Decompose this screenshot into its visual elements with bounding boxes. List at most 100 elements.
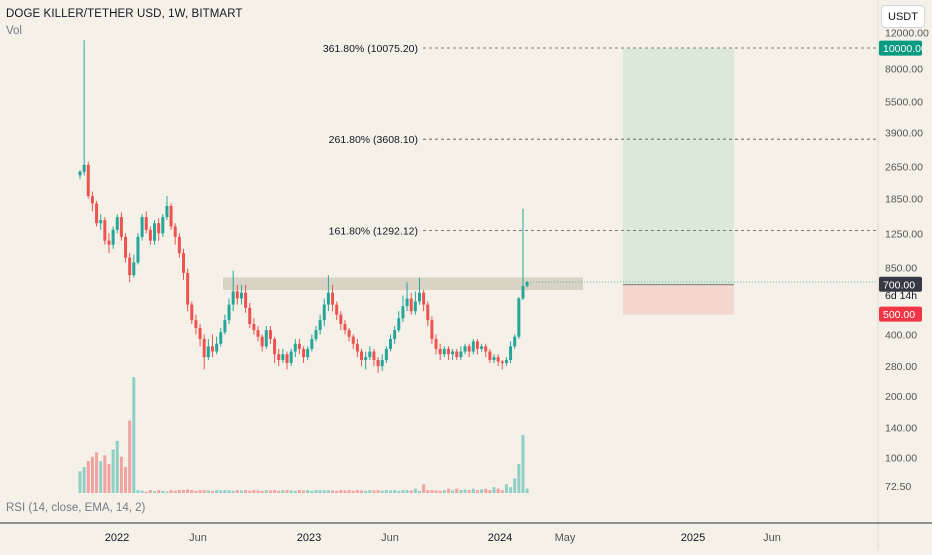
candle-body[interactable] <box>331 292 335 305</box>
candle-body[interactable] <box>422 292 426 305</box>
candle-body[interactable] <box>90 196 94 204</box>
candle-body[interactable] <box>281 354 285 361</box>
candle-body[interactable] <box>467 346 471 352</box>
candle-body[interactable] <box>438 348 442 355</box>
candle-body[interactable] <box>322 304 326 321</box>
candle-body[interactable] <box>95 203 99 224</box>
candle-body[interactable] <box>306 348 310 358</box>
candle-body[interactable] <box>132 262 136 276</box>
candle-body[interactable] <box>219 332 223 344</box>
candle-body[interactable] <box>426 304 430 321</box>
candle-body[interactable] <box>384 348 388 361</box>
candle-body[interactable] <box>210 346 214 352</box>
candle-body[interactable] <box>206 346 210 358</box>
candle-body[interactable] <box>194 320 198 329</box>
candle-body[interactable] <box>244 292 248 308</box>
candle-body[interactable] <box>231 291 235 305</box>
candle-body[interactable] <box>430 320 434 340</box>
candle-body[interactable] <box>115 217 119 230</box>
candle-body[interactable] <box>256 330 260 337</box>
candle-body[interactable] <box>277 354 281 361</box>
candle-body[interactable] <box>289 351 293 364</box>
candle-body[interactable] <box>119 217 123 237</box>
candle-body[interactable] <box>517 298 521 337</box>
candle-body[interactable] <box>335 304 339 315</box>
candle-body[interactable] <box>405 298 409 307</box>
candle-body[interactable] <box>413 301 417 312</box>
candle-body[interactable] <box>124 236 128 258</box>
candle-body[interactable] <box>148 229 152 241</box>
candle-body[interactable] <box>260 336 264 347</box>
candle-body[interactable] <box>182 253 185 273</box>
candle-body[interactable] <box>103 220 107 241</box>
candle-body[interactable] <box>198 328 202 340</box>
candle-body[interactable] <box>285 354 289 364</box>
symbol-title[interactable]: DOGE KILLER/TETHER USD, 1W, BITMART <box>6 8 243 20</box>
candle-body[interactable] <box>351 336 355 344</box>
candle-body[interactable] <box>409 298 413 312</box>
candle-body[interactable] <box>128 257 132 276</box>
candle-body[interactable] <box>372 351 376 361</box>
candle-body[interactable] <box>86 164 90 197</box>
candle-body[interactable] <box>492 357 496 361</box>
candle-body[interactable] <box>227 304 231 321</box>
candle-body[interactable] <box>223 320 227 333</box>
candle-body[interactable] <box>136 236 140 263</box>
candle-body[interactable] <box>525 282 529 287</box>
candle-body[interactable] <box>297 343 301 349</box>
candle-body[interactable] <box>177 236 181 254</box>
candle-body[interactable] <box>186 272 190 305</box>
profit-zone[interactable] <box>623 48 734 285</box>
entry-price-badge[interactable] <box>879 276 922 292</box>
candle-body[interactable] <box>504 360 508 364</box>
candle-body[interactable] <box>343 324 347 331</box>
candle-body[interactable] <box>521 286 525 299</box>
candle-body[interactable] <box>239 292 243 299</box>
candle-body[interactable] <box>153 223 157 241</box>
stop-price-badge[interactable] <box>879 306 922 322</box>
candle-body[interactable] <box>417 292 421 302</box>
rsi-indicator-label[interactable]: RSI (14, close, EMA, 14, 2) <box>6 502 146 514</box>
candle-body[interactable] <box>459 351 463 358</box>
target-price-badge[interactable] <box>879 40 922 56</box>
candle-body[interactable] <box>157 223 161 234</box>
candle-body[interactable] <box>488 351 492 361</box>
candle-body[interactable] <box>111 229 115 245</box>
candle-body[interactable] <box>248 307 252 325</box>
candle-body[interactable] <box>215 343 219 352</box>
candle-body[interactable] <box>202 339 206 358</box>
candle-body[interactable] <box>107 240 111 245</box>
candle-body[interactable] <box>376 360 380 367</box>
candle-body[interactable] <box>434 339 438 349</box>
currency-button[interactable]: USDT <box>881 5 925 28</box>
candle-body[interactable] <box>397 318 401 331</box>
candle-body[interactable] <box>368 351 372 358</box>
candle-body[interactable] <box>264 330 268 347</box>
candle-body[interactable] <box>380 360 384 367</box>
candle-body[interactable] <box>389 339 392 349</box>
candle-body[interactable] <box>500 361 504 364</box>
candle-body[interactable] <box>161 217 165 234</box>
candle-body[interactable] <box>78 171 82 176</box>
candle-body[interactable] <box>302 348 306 358</box>
candle-body[interactable] <box>496 357 500 362</box>
candle-body[interactable] <box>165 205 169 218</box>
candle-body[interactable] <box>273 339 277 355</box>
candle-body[interactable] <box>235 291 239 299</box>
resistance-zone[interactable] <box>223 277 583 290</box>
candle-body[interactable] <box>442 348 446 355</box>
candle-body[interactable] <box>310 339 314 349</box>
candle-body[interactable] <box>393 330 397 340</box>
candle-body[interactable] <box>401 306 405 319</box>
candle-body[interactable] <box>314 330 318 340</box>
candle-body[interactable] <box>364 357 368 361</box>
candle-body[interactable] <box>484 346 488 352</box>
candle-body[interactable] <box>355 343 359 352</box>
candle-body[interactable] <box>169 205 173 227</box>
candle-body[interactable] <box>339 314 343 325</box>
candle-body[interactable] <box>471 341 475 352</box>
candle-body[interactable] <box>347 330 351 337</box>
candle-body[interactable] <box>480 346 484 349</box>
